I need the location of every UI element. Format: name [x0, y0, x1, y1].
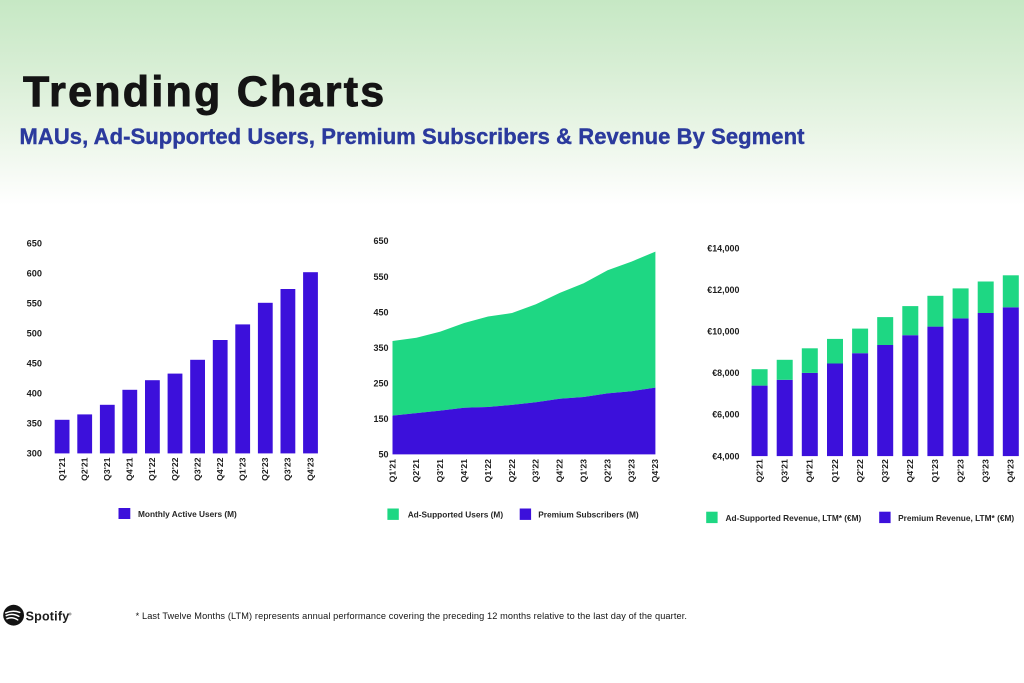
svg-text:€12,000: €12,000 [707, 285, 739, 295]
svg-text:Q1'23: Q1'23 [579, 459, 589, 482]
svg-text:Q2'23: Q2'23 [260, 457, 270, 480]
svg-text:Q2'21: Q2'21 [411, 459, 421, 482]
svg-text:Monthly Active Users (M): Monthly Active Users (M) [138, 509, 237, 519]
svg-text:Q1'22: Q1'22 [483, 459, 493, 482]
svg-text:Q4'23: Q4'23 [1006, 459, 1016, 482]
svg-text:Q1'21: Q1'21 [57, 457, 67, 480]
svg-text:400: 400 [27, 389, 42, 399]
svg-text:Q2'22: Q2'22 [170, 457, 180, 480]
svg-text:Q1'21: Q1'21 [387, 459, 397, 482]
svg-text:Q3'21: Q3'21 [435, 459, 445, 482]
svg-text:Q4'21: Q4'21 [125, 457, 135, 480]
svg-text:550: 550 [373, 272, 388, 282]
svg-text:600: 600 [27, 269, 42, 279]
svg-text:Q1'22: Q1'22 [147, 457, 157, 480]
svg-text:Q4'23: Q4'23 [305, 457, 315, 480]
svg-text:650: 650 [27, 239, 42, 249]
svg-text:Q1'23: Q1'23 [930, 459, 940, 482]
svg-text:300: 300 [27, 449, 42, 459]
svg-text:Q4'21: Q4'21 [459, 459, 469, 482]
svg-text:€6,000: €6,000 [712, 410, 739, 420]
svg-text:250: 250 [373, 378, 388, 388]
svg-text:®: ® [69, 612, 72, 617]
svg-text:Q3'23: Q3'23 [981, 459, 991, 482]
svg-text:* Last Twelve Months (LTM) rep: * Last Twelve Months (LTM) represents an… [136, 611, 687, 621]
svg-text:€10,000: €10,000 [707, 327, 739, 337]
svg-text:50: 50 [378, 450, 388, 460]
svg-text:450: 450 [373, 307, 388, 317]
svg-text:Q3'22: Q3'22 [192, 457, 202, 480]
svg-text:Q3'23: Q3'23 [283, 457, 293, 480]
svg-text:550: 550 [27, 299, 42, 309]
svg-text:Q3'22: Q3'22 [880, 459, 890, 482]
svg-text:150: 150 [373, 414, 388, 424]
svg-text:€14,000: €14,000 [707, 243, 739, 253]
svg-text:500: 500 [27, 329, 42, 339]
svg-text:Q1'22: Q1'22 [830, 459, 840, 482]
svg-text:Q3'21: Q3'21 [102, 457, 112, 480]
svg-text:650: 650 [373, 236, 388, 246]
svg-text:Q4'22: Q4'22 [215, 457, 225, 480]
svg-text:350: 350 [27, 419, 42, 429]
svg-text:Q2'21: Q2'21 [754, 459, 764, 482]
svg-text:Premium Revenue, LTM* (€M): Premium Revenue, LTM* (€M) [898, 513, 1014, 523]
svg-text:350: 350 [373, 343, 388, 353]
svg-text:Q4'22: Q4'22 [555, 459, 565, 482]
svg-text:Q4'22: Q4'22 [905, 459, 915, 482]
svg-text:450: 450 [27, 359, 42, 369]
svg-text:Q4'23: Q4'23 [650, 459, 660, 482]
svg-text:Q3'23: Q3'23 [626, 459, 636, 482]
svg-text:Q2'22: Q2'22 [507, 459, 517, 482]
svg-text:Q1'23: Q1'23 [238, 457, 248, 480]
svg-text:Spotify: Spotify [26, 610, 70, 624]
svg-text:Q2'21: Q2'21 [80, 457, 90, 480]
svg-text:Q2'23: Q2'23 [955, 459, 965, 482]
svg-text:Q4'21: Q4'21 [805, 459, 815, 482]
svg-text:Q3'21: Q3'21 [780, 459, 790, 482]
svg-text:Ad-Supported Revenue, LTM* (€M: Ad-Supported Revenue, LTM* (€M) [726, 513, 862, 523]
svg-text:Ad-Supported Users (M): Ad-Supported Users (M) [408, 510, 504, 520]
svg-text:Q3'22: Q3'22 [531, 459, 541, 482]
svg-text:€8,000: €8,000 [712, 368, 739, 378]
svg-text:Premium Subscribers (M): Premium Subscribers (M) [538, 510, 639, 520]
svg-text:Q2'23: Q2'23 [602, 459, 612, 482]
svg-text:€4,000: €4,000 [712, 451, 739, 461]
svg-text:Q2'22: Q2'22 [855, 459, 865, 482]
